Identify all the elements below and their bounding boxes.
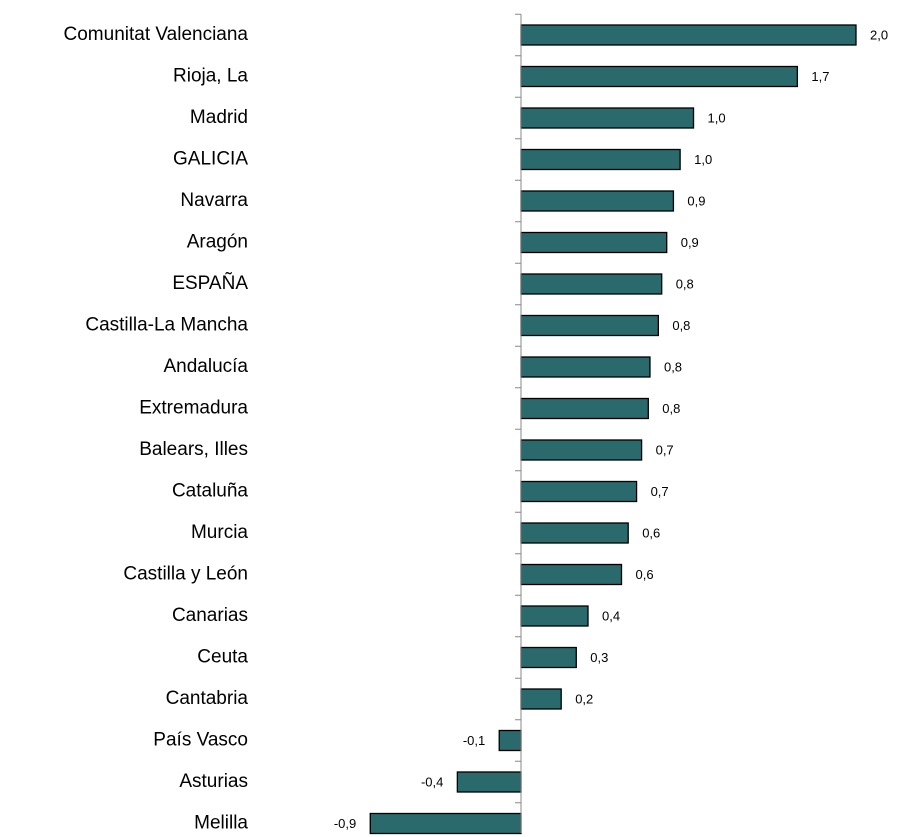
bar bbox=[520, 688, 562, 710]
bar bbox=[498, 729, 522, 752]
category-label: Andalucía bbox=[163, 356, 248, 377]
bar bbox=[520, 24, 857, 46]
value-label: 0,6 bbox=[642, 525, 660, 540]
bar bbox=[520, 65, 799, 88]
category-label: Asturias bbox=[179, 771, 248, 792]
value-label: 1,0 bbox=[694, 152, 712, 167]
category-label: Castilla-La Mancha bbox=[85, 315, 248, 336]
category-label: Canarias bbox=[172, 605, 248, 626]
value-label: 0,6 bbox=[636, 567, 654, 582]
category-label: Madrid bbox=[190, 107, 248, 128]
value-label: 0,7 bbox=[651, 484, 669, 499]
value-label: 0,9 bbox=[687, 193, 705, 208]
category-label: País Vasco bbox=[153, 730, 248, 751]
value-label: 0,4 bbox=[602, 608, 620, 623]
bar bbox=[520, 148, 681, 171]
bar bbox=[520, 314, 660, 337]
bar bbox=[520, 522, 629, 544]
bar bbox=[520, 107, 695, 129]
bar bbox=[520, 397, 649, 420]
value-label: -0,9 bbox=[334, 816, 356, 831]
value-label: 2,0 bbox=[870, 27, 888, 42]
category-label: Balears, Illes bbox=[139, 439, 248, 460]
category-label: Extremadura bbox=[139, 398, 248, 419]
value-label: 0,7 bbox=[656, 442, 674, 457]
bar bbox=[520, 605, 589, 627]
value-label: 0,8 bbox=[662, 401, 680, 416]
value-label: 0,8 bbox=[672, 318, 690, 333]
category-label: Cataluña bbox=[172, 481, 248, 502]
category-label: Melilla bbox=[194, 813, 248, 834]
bar bbox=[520, 231, 668, 254]
value-label: 0,8 bbox=[664, 359, 682, 374]
bar bbox=[456, 771, 522, 793]
bar bbox=[520, 356, 651, 378]
value-label: 1,0 bbox=[708, 110, 726, 125]
category-label: Castilla y León bbox=[123, 564, 248, 585]
bar bbox=[520, 563, 623, 586]
bar bbox=[520, 190, 675, 212]
bar bbox=[520, 439, 643, 461]
category-label: ESPAÑA bbox=[172, 272, 248, 294]
value-label: -0,4 bbox=[421, 774, 443, 789]
bar bbox=[520, 273, 663, 295]
value-label: 0,8 bbox=[676, 276, 694, 291]
value-label: 0,9 bbox=[681, 235, 699, 250]
category-label: Comunitat Valenciana bbox=[64, 24, 249, 45]
category-label: Ceuta bbox=[197, 647, 248, 668]
category-label: GALICIA bbox=[173, 149, 248, 170]
value-label: -0,1 bbox=[463, 733, 485, 748]
category-label: Aragón bbox=[187, 232, 248, 253]
category-label: Cantabria bbox=[166, 688, 249, 709]
value-label: 0,2 bbox=[575, 691, 593, 706]
value-label: 1,7 bbox=[811, 69, 829, 84]
bar bbox=[520, 480, 638, 503]
category-label: Rioja, La bbox=[173, 66, 248, 87]
category-label: Murcia bbox=[191, 522, 248, 543]
bar bbox=[369, 812, 522, 835]
category-label: Navarra bbox=[180, 190, 248, 211]
bar bbox=[520, 646, 577, 669]
value-label: 0,3 bbox=[590, 650, 608, 665]
